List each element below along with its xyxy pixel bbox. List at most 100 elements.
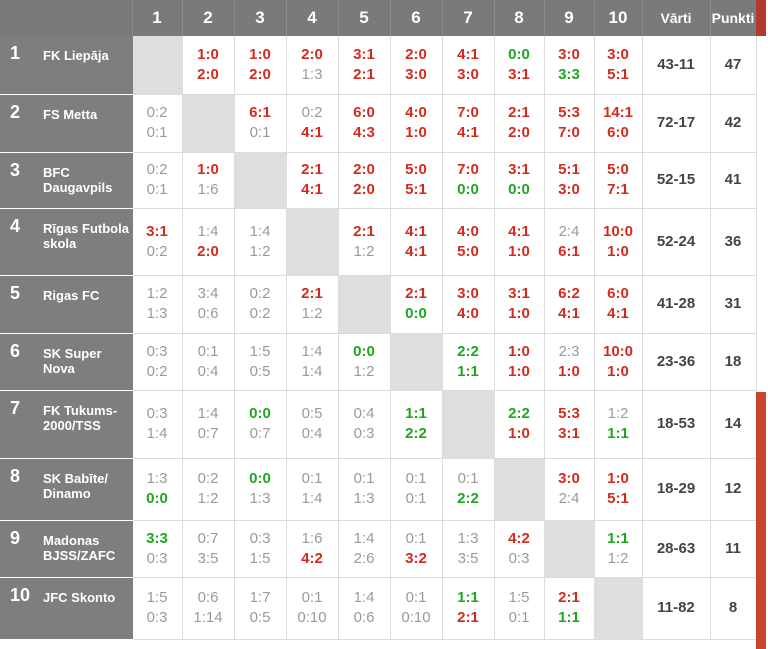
away-score: 1:2 xyxy=(197,490,219,507)
header-col-9: 9 xyxy=(544,0,595,36)
home-score: 0:6 xyxy=(197,589,219,606)
team-position: 6 xyxy=(10,340,21,361)
team-position: 8 xyxy=(10,465,21,486)
team-name[interactable]: FS Metta xyxy=(43,106,98,122)
result-cell: 2:3 1:0 xyxy=(544,333,595,391)
diagonal-cell xyxy=(594,577,643,640)
team-cell[interactable]: 10 JFC Skonto xyxy=(0,577,133,640)
team-cell[interactable]: 7 FK Tukums-2000/TSS xyxy=(0,390,133,459)
diagonal-cell xyxy=(338,275,391,334)
home-score: 4:0 xyxy=(457,222,479,240)
result-cell: 3:0 5:1 xyxy=(594,36,643,95)
team-name[interactable]: SK Super Nova xyxy=(43,345,102,376)
home-score: 4:2 xyxy=(508,529,530,547)
points-cell: 36 xyxy=(710,208,757,276)
away-score: 4:1 xyxy=(558,305,580,322)
home-score: 5:1 xyxy=(558,161,580,178)
away-score: 1:1 xyxy=(607,425,629,442)
away-score: 1:3 xyxy=(146,305,168,322)
team-name[interactable]: FK Tukums-2000/TSS xyxy=(43,402,118,433)
home-score: 0:0 xyxy=(249,405,271,422)
home-score: 4:1 xyxy=(508,222,530,240)
team-name[interactable]: SK Babīte/ Dinamo xyxy=(43,470,109,501)
team-name[interactable]: JFC Skonto xyxy=(43,589,116,605)
team-position: 2 xyxy=(10,101,21,122)
away-score: 4:1 xyxy=(607,305,629,322)
home-score: 0:2 xyxy=(146,104,168,121)
home-score: 0:4 xyxy=(353,405,375,422)
away-score: 0:10 xyxy=(297,609,327,626)
home-score: 0:1 xyxy=(405,529,427,547)
team-cell[interactable]: 4 Rīgas Futbola skola xyxy=(0,208,133,276)
result-cell: 5:1 3:0 xyxy=(544,152,595,209)
home-score: 4:1 xyxy=(405,222,427,240)
away-score: 4:1 xyxy=(301,181,323,198)
away-score: 0:10 xyxy=(401,609,431,626)
away-score: 1:2 xyxy=(353,242,375,260)
points-cell: 41 xyxy=(710,152,757,209)
team-name[interactable]: BFC Daugavpils xyxy=(43,164,113,195)
away-score: 0:2 xyxy=(146,362,168,380)
team-name[interactable]: Rigas FC xyxy=(43,287,100,303)
team-name[interactable]: Rīgas Futbola skola xyxy=(43,220,129,251)
result-cell: 1:0 2:0 xyxy=(234,36,287,95)
home-score: 0:1 xyxy=(197,342,219,360)
home-score: 5:3 xyxy=(558,405,580,422)
team-cell[interactable]: 8 SK Babīte/ Dinamo xyxy=(0,458,133,521)
away-score: 0:2 xyxy=(146,242,168,260)
home-score: 1:1 xyxy=(607,529,629,547)
away-score: 0:0 xyxy=(508,181,530,198)
result-cell: 1:2 1:1 xyxy=(594,390,643,459)
team-cell[interactable]: 5 Rigas FC xyxy=(0,275,133,334)
away-score: 6:1 xyxy=(558,242,580,260)
result-cell: 1:4 0:6 xyxy=(338,577,391,640)
header-col-6: 6 xyxy=(390,0,443,36)
home-score: 1:0 xyxy=(197,45,219,63)
result-cell: 0:2 0:1 xyxy=(132,152,183,209)
result-cell: 1:5 0:1 xyxy=(494,577,545,640)
away-score: 0:1 xyxy=(249,124,271,141)
team-name[interactable]: Madonas BJSS/ZAFC xyxy=(43,532,116,563)
result-cell: 0:0 3:1 xyxy=(494,36,545,95)
result-cell: 0:1 0:10 xyxy=(286,577,339,640)
away-score: 0:3 xyxy=(508,549,530,567)
team-name[interactable]: FK Liepāja xyxy=(43,48,109,63)
team-cell[interactable]: 6 SK Super Nova xyxy=(0,333,133,391)
team-cell[interactable]: 1 FK Liepāja xyxy=(0,36,133,95)
result-cell: 0:3 1:5 xyxy=(234,520,287,578)
away-score: 2:1 xyxy=(353,65,375,83)
home-score: 1:4 xyxy=(197,405,219,422)
away-score: 0:2 xyxy=(249,305,271,322)
team-cell[interactable]: 2 FS Metta xyxy=(0,94,133,153)
home-score: 2:4 xyxy=(558,222,580,240)
team-cell[interactable]: 3 BFC Daugavpils xyxy=(0,152,133,209)
home-score: 1:1 xyxy=(405,405,427,422)
away-score: 2:0 xyxy=(353,181,375,198)
away-score: 0:7 xyxy=(249,425,271,442)
result-cell: 1:4 2:6 xyxy=(338,520,391,578)
away-score: 1:0 xyxy=(508,242,530,260)
away-score: 1:0 xyxy=(508,425,530,442)
result-cell: 1:4 1:2 xyxy=(234,208,287,276)
team-position: 3 xyxy=(10,159,21,180)
home-score: 1:0 xyxy=(508,342,530,360)
result-cell: 5:3 3:1 xyxy=(544,390,595,459)
away-score: 4:1 xyxy=(301,124,323,141)
result-cell: 0:0 1:2 xyxy=(338,333,391,391)
home-score: 1:5 xyxy=(146,589,168,606)
result-cell: 3:3 0:3 xyxy=(132,520,183,578)
result-cell: 4:1 4:1 xyxy=(390,208,443,276)
home-score: 6:1 xyxy=(249,104,271,121)
result-cell: 1:0 1:0 xyxy=(494,333,545,391)
result-cell: 3:1 0:0 xyxy=(494,152,545,209)
goals-cell: 52-24 xyxy=(642,208,711,276)
team-cell[interactable]: 9 Madonas BJSS/ZAFC xyxy=(0,520,133,578)
home-score: 2:1 xyxy=(405,285,427,302)
home-score: 2:2 xyxy=(508,405,530,422)
home-score: 4:1 xyxy=(457,45,479,63)
home-score: 2:3 xyxy=(558,342,580,360)
result-cell: 14:1 6:0 xyxy=(594,94,643,153)
team-position: 1 xyxy=(10,43,21,63)
header-col-3: 3 xyxy=(234,0,287,36)
away-score: 4:1 xyxy=(405,242,427,260)
